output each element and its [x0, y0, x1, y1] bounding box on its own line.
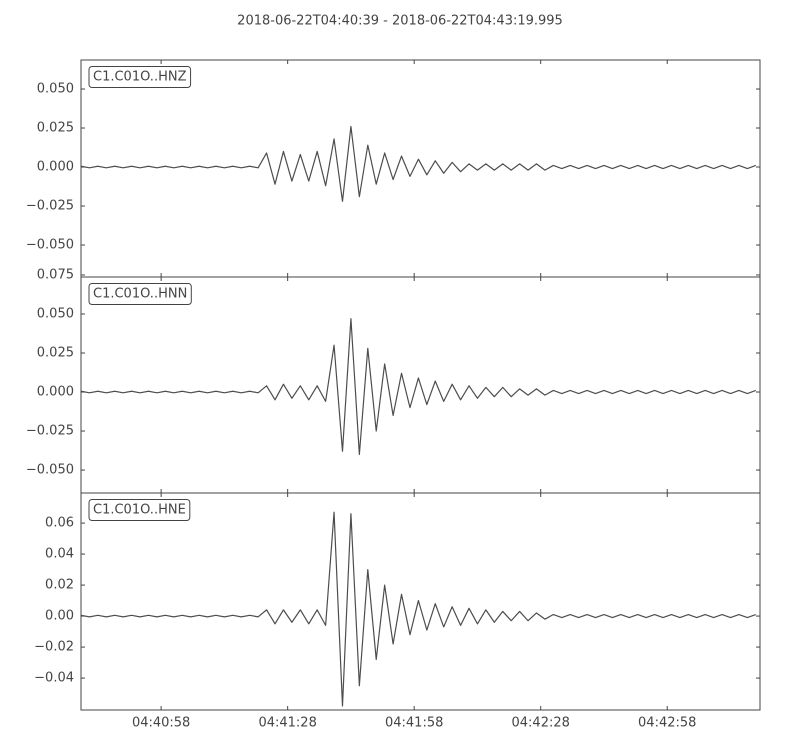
x-tick-label: 04:41:58 [385, 716, 443, 731]
y-tick-label: 0.000 [37, 385, 74, 400]
trace-label-box [88, 499, 191, 521]
x-tick-label: 04:42:28 [512, 716, 570, 731]
y-tick-label: 0.06 [45, 516, 74, 531]
trace-label: C1.C01O..HNE [93, 503, 186, 518]
trace-label-box [88, 66, 192, 88]
y-tick-label: 0.04 [45, 547, 74, 562]
waveform [80, 511, 757, 707]
y-tick-label: 0.075 [37, 267, 74, 282]
x-tick-label: 04:40:58 [132, 716, 190, 731]
y-tick-label: 0.025 [37, 121, 74, 136]
y-tick-label: 0.000 [37, 160, 74, 175]
y-tick-label: −0.025 [26, 199, 74, 214]
chart-title: 2018-06-22T04:40:39 - 2018-06-22T04:43:1… [237, 14, 563, 29]
y-tick-label: 0.02 [45, 578, 74, 593]
x-tick-label: 04:41:28 [258, 716, 316, 731]
y-tick-label: −0.04 [34, 671, 74, 686]
y-tick-label: −0.050 [26, 238, 74, 253]
x-tick-label: 04:42:58 [638, 716, 696, 731]
waveform [80, 318, 757, 456]
trace-label-box [88, 283, 192, 305]
trace-label: C1.C01O..HNN [93, 287, 187, 302]
y-tick-label: 0.00 [45, 609, 74, 624]
y-tick-label: −0.050 [26, 463, 74, 478]
y-tick-label: 0.025 [37, 346, 74, 361]
trace-label: C1.C01O..HNZ [93, 70, 187, 85]
y-tick-label: −0.02 [34, 640, 74, 655]
y-tick-label: −0.025 [26, 424, 74, 439]
axes-frame [80, 492, 761, 711]
y-tick-label: 0.050 [37, 306, 74, 321]
y-tick-label: 0.050 [37, 82, 74, 97]
waveform [80, 125, 757, 202]
